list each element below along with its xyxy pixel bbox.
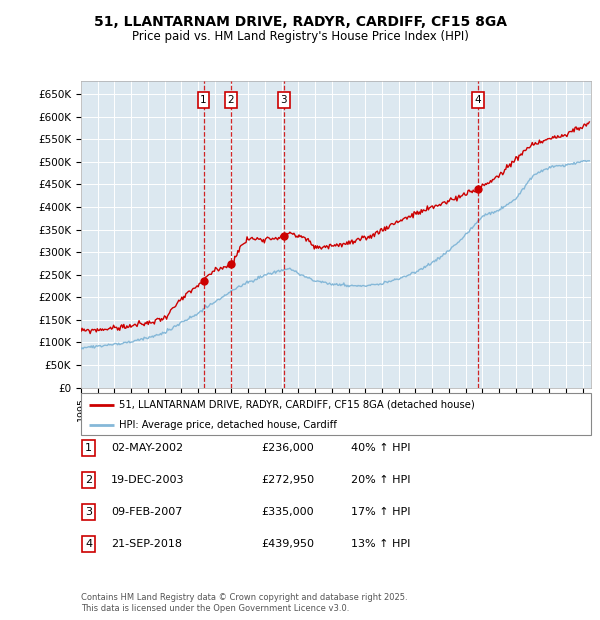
Text: 19-DEC-2003: 19-DEC-2003 bbox=[111, 475, 185, 485]
FancyBboxPatch shape bbox=[81, 393, 591, 435]
Text: 2: 2 bbox=[227, 95, 234, 105]
Text: 2: 2 bbox=[85, 475, 92, 485]
Text: 4: 4 bbox=[85, 539, 92, 549]
Text: 13% ↑ HPI: 13% ↑ HPI bbox=[351, 539, 410, 549]
Text: 02-MAY-2002: 02-MAY-2002 bbox=[111, 443, 183, 453]
Text: £272,950: £272,950 bbox=[261, 475, 314, 485]
Text: £335,000: £335,000 bbox=[261, 507, 314, 517]
Text: £236,000: £236,000 bbox=[261, 443, 314, 453]
Text: 1: 1 bbox=[200, 95, 207, 105]
Text: 1: 1 bbox=[85, 443, 92, 453]
Text: 3: 3 bbox=[85, 507, 92, 517]
Text: 20% ↑ HPI: 20% ↑ HPI bbox=[351, 475, 410, 485]
Text: 40% ↑ HPI: 40% ↑ HPI bbox=[351, 443, 410, 453]
Text: 51, LLANTARNAM DRIVE, RADYR, CARDIFF, CF15 8GA: 51, LLANTARNAM DRIVE, RADYR, CARDIFF, CF… bbox=[94, 16, 506, 30]
Text: HPI: Average price, detached house, Cardiff: HPI: Average price, detached house, Card… bbox=[119, 420, 337, 430]
Text: £439,950: £439,950 bbox=[261, 539, 314, 549]
Text: Contains HM Land Registry data © Crown copyright and database right 2025.
This d: Contains HM Land Registry data © Crown c… bbox=[81, 593, 407, 613]
Text: 51, LLANTARNAM DRIVE, RADYR, CARDIFF, CF15 8GA (detached house): 51, LLANTARNAM DRIVE, RADYR, CARDIFF, CF… bbox=[119, 400, 475, 410]
Text: 17% ↑ HPI: 17% ↑ HPI bbox=[351, 507, 410, 517]
Text: Price paid vs. HM Land Registry's House Price Index (HPI): Price paid vs. HM Land Registry's House … bbox=[131, 30, 469, 43]
Text: 21-SEP-2018: 21-SEP-2018 bbox=[111, 539, 182, 549]
Text: 3: 3 bbox=[280, 95, 287, 105]
Text: 09-FEB-2007: 09-FEB-2007 bbox=[111, 507, 182, 517]
Text: 4: 4 bbox=[475, 95, 481, 105]
